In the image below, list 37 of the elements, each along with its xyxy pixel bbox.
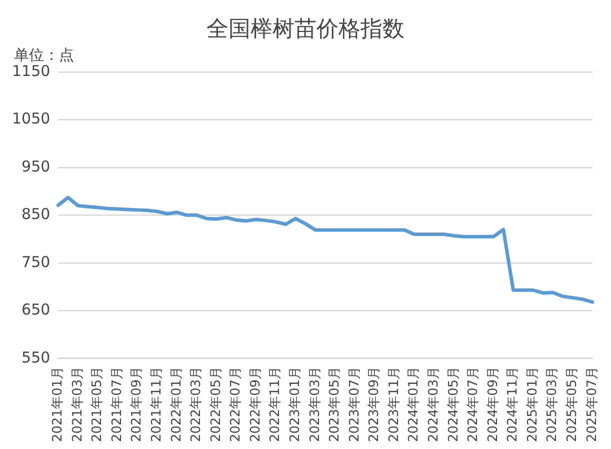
x-tick-label: 2024年07月 bbox=[466, 366, 482, 442]
y-tick-label: 650 bbox=[22, 300, 50, 319]
x-tick-label: 2022年11月 bbox=[268, 366, 284, 442]
text: 单位：点 bbox=[14, 46, 74, 64]
x-tick-label: 2023年01月 bbox=[288, 366, 303, 442]
x-tick-label: 2024年05月 bbox=[446, 366, 462, 442]
x-tick-label: 2024年01月 bbox=[406, 366, 422, 442]
x-tick-label: 2021年07月 bbox=[110, 366, 125, 442]
x-tick-label: 2024年09月 bbox=[486, 366, 501, 442]
x-tick-label: 2025年03月 bbox=[545, 366, 560, 442]
x-tick-label: 2021年05月 bbox=[90, 366, 106, 442]
x-tick-label: 2024年03月 bbox=[426, 366, 442, 442]
x-tick-label: 2023年07月 bbox=[347, 366, 362, 442]
x-tick-label: 2021年11月 bbox=[149, 366, 164, 442]
x-tick-label: 2022年03月 bbox=[189, 366, 204, 442]
y-tick-label: 750 bbox=[22, 252, 50, 271]
x-tick-label: 2023年05月 bbox=[328, 366, 343, 442]
x-tick-label: 2024年11月 bbox=[506, 366, 521, 442]
x-tick-label: 2021年01月 bbox=[50, 366, 66, 442]
x-tick-label: 2025年01月 bbox=[525, 366, 540, 442]
y-tick-label: 1050 bbox=[12, 110, 50, 128]
y-tick-label: 1150 bbox=[12, 62, 50, 80]
y-tick-label: 950 bbox=[22, 157, 50, 176]
x-tick-label: 2022年07月 bbox=[228, 366, 244, 442]
y-tick-label: 550 bbox=[22, 348, 50, 366]
y-tick-label: 850 bbox=[22, 205, 50, 224]
x-tick-label: 2021年03月 bbox=[70, 366, 86, 442]
x-tick-label: 2023年11月 bbox=[386, 366, 402, 442]
x-tick-label: 2021年09月 bbox=[130, 366, 145, 442]
x-tick-label: 2022年01月 bbox=[169, 366, 184, 442]
x-tick-label: 2022年05月 bbox=[208, 366, 224, 442]
x-tick-label: 2025年07月 bbox=[584, 366, 600, 442]
x-tick-label: 2023年09月 bbox=[367, 366, 382, 442]
x-tick-label: 2022年09月 bbox=[248, 366, 264, 442]
x-tick-label: 2023年03月 bbox=[308, 366, 323, 442]
x-tick-label: 2025年05月 bbox=[564, 366, 580, 442]
chart-title: 全国榉树苗价格指数 bbox=[206, 16, 406, 44]
